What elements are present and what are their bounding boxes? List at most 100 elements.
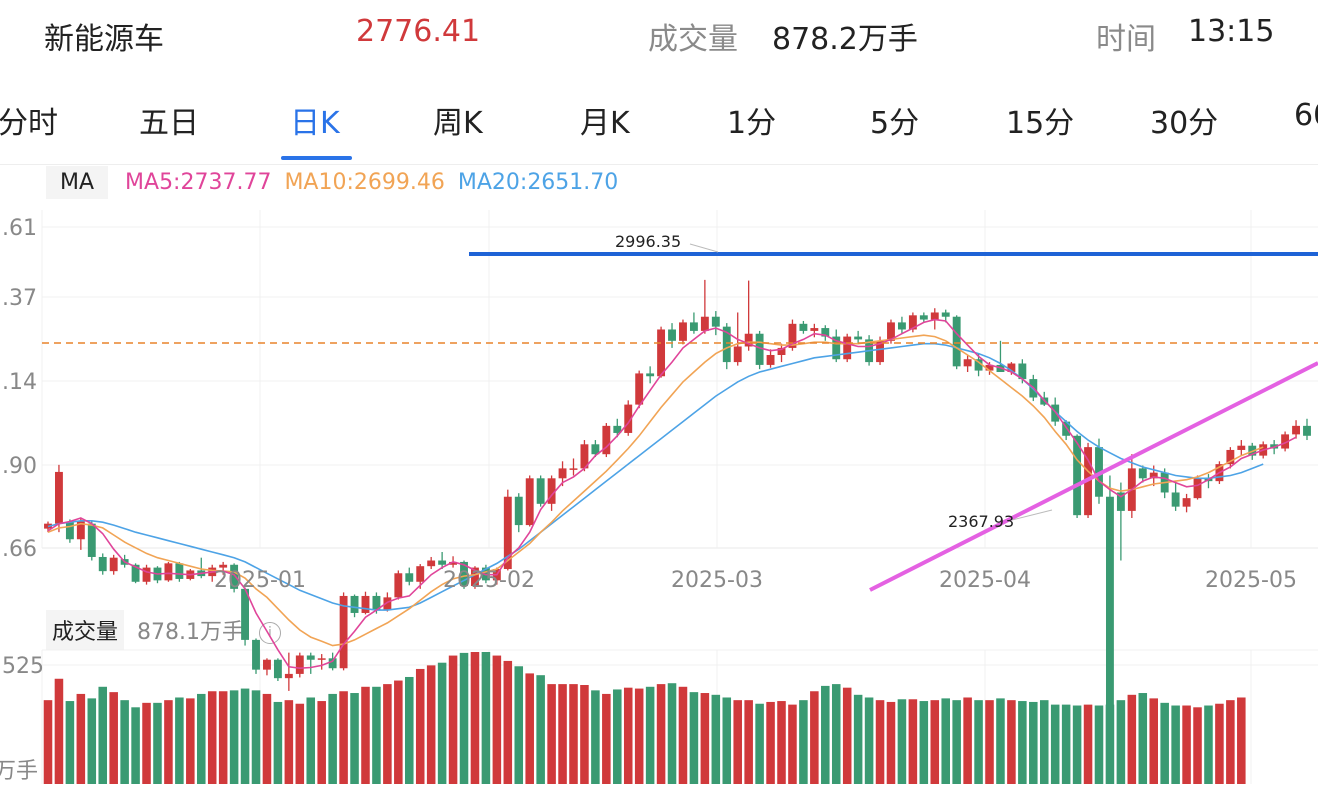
candle-body (427, 560, 436, 567)
volume-bar (207, 691, 217, 784)
tab-daily-k[interactable]: 日K (290, 106, 340, 141)
candle-body (558, 468, 567, 479)
volume-bar (87, 698, 97, 784)
ma10-value: MA10:2699.46 (284, 170, 445, 195)
candle-body (974, 359, 983, 371)
tab-5min[interactable]: 5分 (870, 106, 920, 141)
candle-body (1007, 363, 1016, 373)
candle-body (536, 478, 545, 504)
y-tick-label: .66 (2, 537, 37, 562)
candle-body (821, 328, 830, 337)
candle-body (1303, 425, 1311, 436)
high-leader-line (689, 243, 719, 253)
candle-body (569, 468, 578, 470)
volume-bar (98, 686, 108, 784)
tab-1min[interactable]: 1分 (727, 106, 777, 141)
ma5-line (47, 318, 1297, 670)
candle-body (547, 478, 556, 504)
volume-bar (755, 703, 764, 784)
candle-body (591, 444, 600, 455)
volume-bar (656, 684, 666, 784)
tab-intraday[interactable]: 分时 (0, 106, 58, 141)
candle-body (241, 588, 250, 640)
tab-60min[interactable]: 60 (1294, 98, 1318, 133)
candle-body (963, 359, 972, 367)
volume-bar (448, 655, 458, 784)
volume-bar (777, 701, 786, 784)
volume-bar (1204, 705, 1213, 784)
volume-selector[interactable]: 成交量 (46, 610, 125, 650)
volume-bar (405, 676, 414, 784)
tab-30min[interactable]: 30分 (1150, 106, 1219, 141)
volume-bar (1018, 701, 1027, 784)
candle-body (284, 673, 293, 679)
volume-bar (864, 697, 874, 784)
index-name: 新能源车 (44, 22, 164, 57)
volume-bar (613, 689, 622, 784)
volume-bar (919, 701, 929, 784)
ma10-line (47, 334, 1264, 647)
volume-bar (886, 701, 896, 784)
volume-bar (1193, 707, 1202, 784)
candle-body (919, 315, 928, 320)
candle-body (832, 336, 841, 360)
candle-body (471, 567, 479, 587)
volume-bar (76, 693, 86, 784)
volume-bar (503, 660, 513, 784)
candle-body (1116, 492, 1125, 511)
tab-five-day[interactable]: 五日 (139, 106, 199, 141)
volume-bar (821, 685, 830, 784)
info-icon[interactable]: i (259, 622, 281, 644)
candle-body (142, 567, 151, 582)
candle-body (799, 323, 808, 331)
volume-bar (853, 694, 863, 784)
candle-body (76, 521, 85, 540)
volume-bar (1182, 705, 1191, 784)
time-label: 时间 (1096, 22, 1156, 57)
candle-body (689, 322, 698, 331)
candle-body (328, 658, 337, 669)
volume-bar (295, 703, 305, 784)
volume-bar (120, 700, 129, 784)
ma5-value: MA5:2737.77 (125, 170, 272, 195)
volume-legend-value: 878.1万手 (137, 620, 244, 645)
candle-body (908, 315, 917, 330)
candle-body (219, 564, 228, 568)
volume-bar (634, 688, 644, 784)
candle-body (766, 354, 775, 365)
volume-bar (65, 701, 75, 784)
volume-bar (1237, 697, 1246, 784)
volume-bar (788, 704, 797, 784)
volume-bar (1127, 694, 1137, 784)
tab-weekly-k[interactable]: 周K (433, 106, 483, 141)
volume-bar (558, 684, 567, 784)
candle-body (733, 346, 742, 363)
candle-body (1193, 478, 1202, 499)
y-tick-label: .90 (2, 454, 37, 479)
volume-bar (186, 698, 195, 784)
volume-bar (1171, 705, 1180, 784)
candle-body (1171, 492, 1180, 507)
volume-bar (1050, 704, 1060, 784)
volume-bar (196, 693, 206, 784)
volume-legend: 成交量 878.1万手 i (46, 610, 281, 650)
volume-bar (240, 688, 250, 784)
volume-bar (1072, 705, 1082, 784)
candle-body (230, 564, 239, 589)
volume-bar (897, 699, 907, 784)
tab-15min[interactable]: 15分 (1006, 106, 1075, 141)
candle-body (416, 566, 425, 582)
high-annotation: 2996.35 (615, 232, 681, 251)
volume-bar (580, 685, 589, 784)
volume-bar (317, 701, 326, 784)
candle-body (679, 322, 687, 341)
candle-body (164, 563, 173, 581)
ma-selector[interactable]: MA (46, 166, 109, 199)
candle-body (1226, 449, 1235, 465)
candle-body (624, 404, 633, 433)
index-price: 2776.41 (356, 14, 481, 49)
candle-body (843, 336, 852, 360)
candle-body (1281, 434, 1290, 449)
tab-monthly-k[interactable]: 月K (580, 106, 630, 141)
